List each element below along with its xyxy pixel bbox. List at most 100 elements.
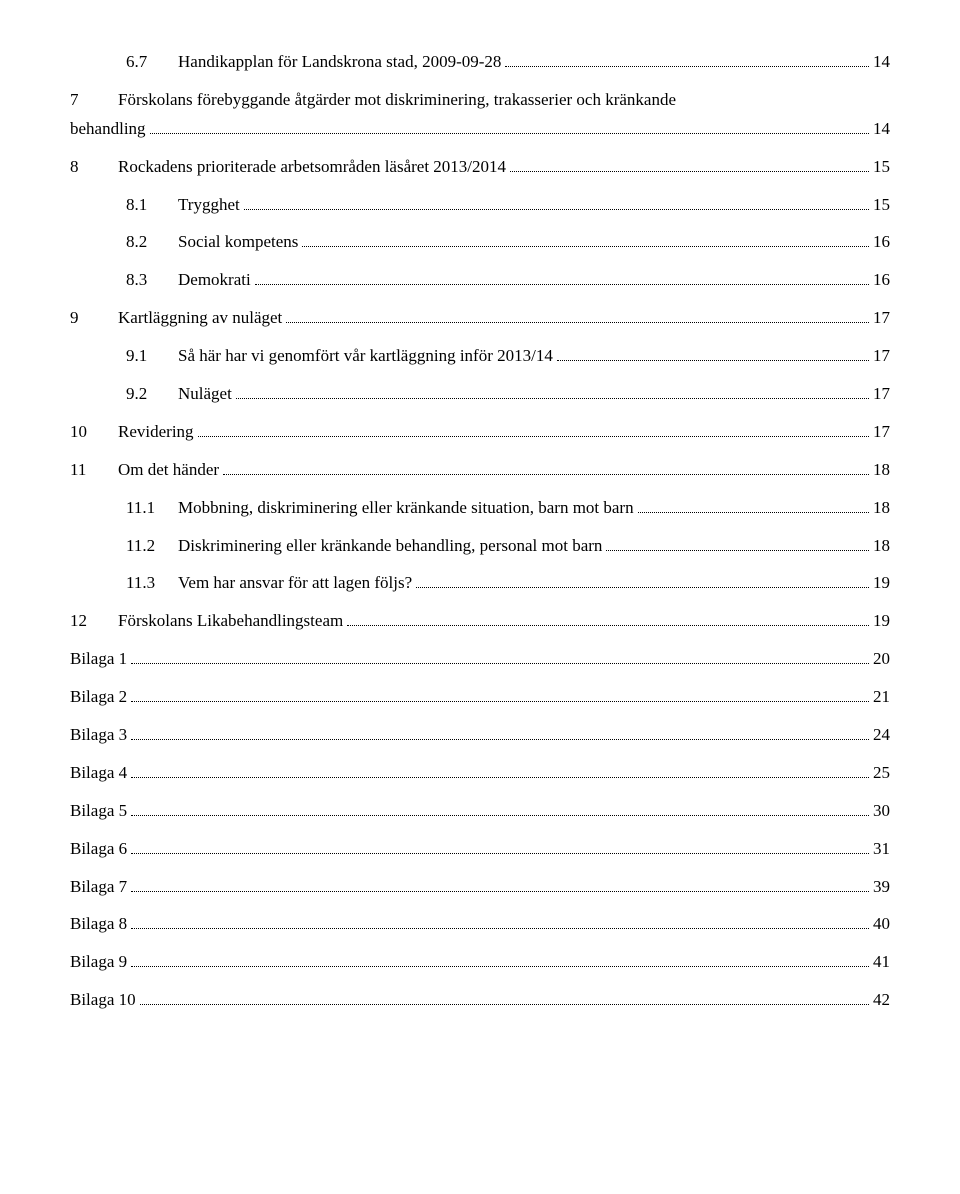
toc-entry: 11 Om det händer 18 bbox=[70, 456, 890, 485]
toc-label: Diskriminering eller kränkande behandlin… bbox=[178, 532, 602, 561]
toc-label: Bilaga 1 bbox=[70, 645, 127, 674]
toc-label: Vem har ansvar för att lagen följs? bbox=[178, 569, 412, 598]
toc-leader-dots bbox=[255, 271, 869, 285]
toc-page-number: 19 bbox=[873, 607, 890, 636]
toc-label: Revidering bbox=[118, 418, 194, 447]
toc-entry: 12 Förskolans Likabehandlingsteam 19 bbox=[70, 607, 890, 636]
toc-leader-dots bbox=[131, 764, 869, 778]
toc-entry: 10 Revidering 17 bbox=[70, 418, 890, 447]
toc-page-number: 21 bbox=[873, 683, 890, 712]
toc-label: Bilaga 8 bbox=[70, 910, 127, 939]
toc-page-number: 42 bbox=[873, 986, 890, 1015]
toc-number: 10 bbox=[70, 418, 110, 447]
toc-leader-dots bbox=[131, 877, 869, 891]
toc-entry: Bilaga 739 bbox=[70, 873, 890, 902]
toc-entry: 11.1Mobbning, diskriminering eller kränk… bbox=[70, 494, 890, 523]
toc-page-number: 16 bbox=[873, 228, 890, 257]
toc-label: Förskolans Likabehandlingsteam bbox=[118, 607, 343, 636]
toc-number: 6.7 bbox=[126, 48, 170, 77]
toc-leader-dots bbox=[557, 347, 869, 361]
toc-entry: Bilaga 120 bbox=[70, 645, 890, 674]
toc-page-number: 39 bbox=[873, 873, 890, 902]
toc-number: 11 bbox=[70, 456, 110, 485]
toc-label: Demokrati bbox=[178, 266, 251, 295]
toc-page-number: 17 bbox=[873, 304, 890, 333]
toc-page-number: 14 bbox=[873, 115, 890, 144]
toc-number: 11.2 bbox=[126, 532, 170, 561]
toc-label: Trygghet bbox=[178, 191, 240, 220]
toc-label: Så här har vi genomfört vår kartläggning… bbox=[178, 342, 553, 371]
toc-page-number: 18 bbox=[873, 494, 890, 523]
toc-leader-dots bbox=[223, 461, 869, 475]
toc-entry: Bilaga 6 31 bbox=[70, 835, 890, 864]
toc-number: 9 bbox=[70, 304, 110, 333]
toc-label: Om det händer bbox=[118, 456, 219, 485]
toc-leader-dots bbox=[131, 953, 869, 967]
toc-entry: 6.7 Handikapplan för Landskrona stad, 200… bbox=[70, 48, 890, 77]
toc-number: 8.1 bbox=[126, 191, 170, 220]
toc-leader-dots bbox=[150, 120, 869, 134]
toc-leader-dots bbox=[131, 688, 869, 702]
toc-leader-dots bbox=[302, 233, 869, 247]
toc-page-number: 31 bbox=[873, 835, 890, 864]
toc-entry: 8.1Trygghet15 bbox=[70, 191, 890, 220]
toc-page-number: 14 bbox=[873, 48, 890, 77]
toc-entry: 8Rockadens prioriterade arbetsområden lä… bbox=[70, 153, 890, 182]
toc-number: 7 bbox=[70, 86, 110, 115]
toc-label: Bilaga 9 bbox=[70, 948, 127, 977]
toc-entry: 8.2 Social kompetens 16 bbox=[70, 228, 890, 257]
toc-page-number: 15 bbox=[873, 153, 890, 182]
toc-entry: Bilaga 941 bbox=[70, 948, 890, 977]
toc-leader-dots bbox=[131, 915, 869, 929]
toc-leader-dots bbox=[244, 195, 869, 209]
toc-entry: Bilaga 8 40 bbox=[70, 910, 890, 939]
toc-number: 11.1 bbox=[126, 494, 170, 523]
toc-entry-continuation: behandling 14 bbox=[70, 115, 890, 144]
toc-leader-dots bbox=[131, 726, 869, 740]
toc-page-number: 30 bbox=[873, 797, 890, 826]
toc-entry: 9 Kartläggning av nuläget 17 bbox=[70, 304, 890, 333]
toc-number: 12 bbox=[70, 607, 110, 636]
toc-leader-dots bbox=[140, 991, 869, 1005]
toc-label: Social kompetens bbox=[178, 228, 298, 257]
toc-leader-dots bbox=[638, 498, 869, 512]
toc-entry: Bilaga 3 24 bbox=[70, 721, 890, 750]
toc-leader-dots bbox=[236, 385, 869, 399]
toc-page-number: 19 bbox=[873, 569, 890, 598]
toc-entry: Bilaga 10 42 bbox=[70, 986, 890, 1015]
toc-label: Rockadens prioriterade arbetsområden läs… bbox=[118, 153, 506, 182]
toc-page-number: 18 bbox=[873, 532, 890, 561]
toc-entry: 11.3 Vem har ansvar för att lagen följs? 1… bbox=[70, 569, 890, 598]
toc-leader-dots bbox=[286, 309, 869, 323]
toc-page-number: 24 bbox=[873, 721, 890, 750]
toc-label: Bilaga 10 bbox=[70, 986, 136, 1015]
toc-leader-dots bbox=[606, 536, 869, 550]
toc-entry: 8.3Demokrati16 bbox=[70, 266, 890, 295]
toc-label: Handikapplan för Landskrona stad, 2009-0… bbox=[178, 48, 501, 77]
toc-number: 9.1 bbox=[126, 342, 170, 371]
toc-label: behandling bbox=[70, 115, 146, 144]
toc-entry: 7 Förskolans förebyggande åtgärder mot di… bbox=[70, 86, 890, 144]
toc-page-number: 17 bbox=[873, 418, 890, 447]
toc-entry: Bilaga 425 bbox=[70, 759, 890, 788]
toc-page-number: 40 bbox=[873, 910, 890, 939]
toc-label: Förskolans förebyggande åtgärder mot dis… bbox=[118, 86, 676, 115]
toc-page-number: 17 bbox=[873, 380, 890, 409]
toc-number: 8.2 bbox=[126, 228, 170, 257]
toc-label: Bilaga 3 bbox=[70, 721, 127, 750]
toc-label: Bilaga 6 bbox=[70, 835, 127, 864]
toc-label: Nuläget bbox=[178, 380, 232, 409]
table-of-contents: 6.7 Handikapplan för Landskrona stad, 200… bbox=[70, 48, 890, 1015]
toc-entry: Bilaga 530 bbox=[70, 797, 890, 826]
toc-number: 8.3 bbox=[126, 266, 170, 295]
toc-leader-dots bbox=[347, 612, 869, 626]
toc-entry: 9.1 Så här har vi genomfört vår kartläggn… bbox=[70, 342, 890, 371]
toc-leader-dots bbox=[131, 802, 869, 816]
toc-leader-dots bbox=[131, 839, 869, 853]
toc-label: Kartläggning av nuläget bbox=[118, 304, 282, 333]
toc-leader-dots bbox=[416, 574, 869, 588]
toc-number: 11.3 bbox=[126, 569, 170, 598]
toc-page-number: 18 bbox=[873, 456, 890, 485]
toc-leader-dots bbox=[198, 423, 869, 437]
toc-page-number: 25 bbox=[873, 759, 890, 788]
